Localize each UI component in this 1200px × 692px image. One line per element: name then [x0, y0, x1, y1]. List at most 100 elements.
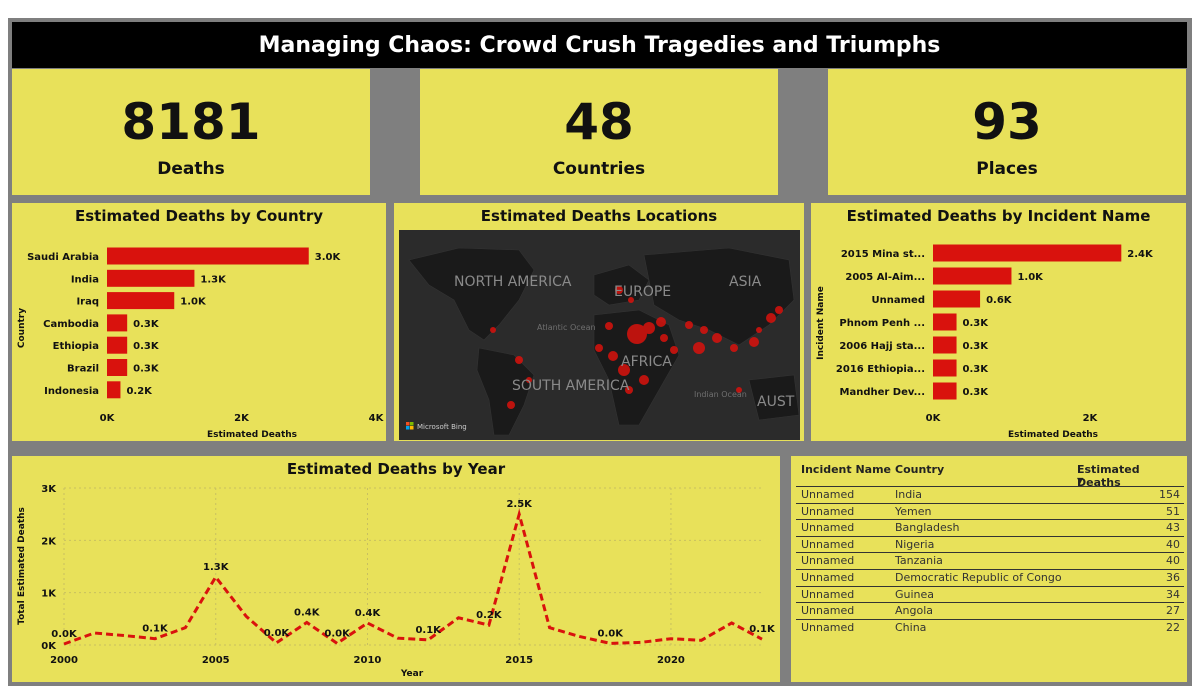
bar [933, 290, 981, 308]
kpi-label: Countries [552, 159, 646, 179]
map-label: Atlantic Ocean [537, 323, 596, 332]
map-location-dot[interactable] [615, 286, 623, 294]
bar-category-label: Saudi Arabia [27, 252, 99, 263]
bar [107, 359, 128, 376]
bar-data-label: 0.3K [133, 341, 160, 352]
table-row[interactable]: Unnamed Guinea 34 [796, 585, 1184, 602]
cell-deaths: 154 [1159, 488, 1180, 501]
map-location-dot[interactable] [490, 327, 496, 333]
map-location-dot[interactable] [775, 306, 783, 314]
map-location-dot[interactable] [526, 377, 532, 383]
map-location-dot[interactable] [660, 334, 668, 342]
bar [933, 244, 1122, 262]
kpi-value: 48 [564, 93, 634, 151]
point-label: 0.0K [324, 628, 351, 639]
map-location-dot[interactable] [736, 387, 742, 393]
map-location-dot[interactable] [627, 324, 647, 344]
map-location-dot[interactable] [700, 326, 708, 334]
cell-country: Tanzania [895, 554, 943, 568]
map-label: NORTH AMERICA [454, 274, 572, 290]
year-line-chart-panel[interactable]: Estimated Deaths by Year 0K 1K 2K 3K 2000 200… [12, 456, 780, 682]
country-bar-chart-panel[interactable]: Estimated Deaths by Country Saudi Arabia… [12, 203, 386, 441]
map-location-dot[interactable] [618, 364, 630, 376]
map-label: AFRICA [621, 354, 672, 370]
table-row[interactable]: Unnamed Democratic Republic of Congo 36 [796, 569, 1184, 585]
bar-category-label: 2006 Hajj sta... [839, 341, 925, 352]
table-row[interactable]: Unnamed Bangladesh 43 [796, 519, 1184, 535]
kpi-value: 8181 [121, 93, 261, 151]
cell-country: Guinea [895, 587, 935, 601]
world-map: NORTH AMERICA EUROPE ASIA AFRICA SOUTH A… [406, 247, 800, 436]
table-row[interactable]: Unnamed China 22 [796, 618, 1184, 635]
x-tick-label: 2005 [202, 655, 230, 666]
map-attribution: Microsoft Bing [417, 423, 467, 431]
bar-category-label: 2005 Al-Aim... [845, 272, 925, 283]
kpi-card-places[interactable]: 93 Places [828, 69, 1186, 195]
incident-bar-chart: 2015 Mina st... 2.4K 2005 Al-Aim... 1.0K Unn… [816, 244, 1154, 440]
table-row[interactable]: Unnamed Nigeria 40 [796, 535, 1184, 552]
bar [933, 336, 957, 354]
bar [933, 267, 1012, 285]
y-tick-label: 1K [41, 589, 57, 600]
x-tick-label: 2020 [657, 655, 685, 666]
cell-deaths: 51 [1166, 504, 1180, 518]
bar-category-label: Brazil [67, 364, 99, 375]
table-header-deaths[interactable]: Estimated Deaths [1077, 463, 1140, 489]
bar-category-label: Indonesia [44, 386, 99, 397]
y-axis-label: Country [17, 308, 27, 348]
point-label: 0.4K [294, 607, 321, 618]
map-location-dot[interactable] [515, 356, 523, 364]
table-row[interactable]: Unnamed Yemen 51 [796, 502, 1184, 519]
incident-bar-chart-panel[interactable]: Estimated Deaths by Incident Name 2015 M… [811, 203, 1186, 441]
chart-title: Estimated Deaths by Incident Name [846, 207, 1151, 225]
map-label: AUST [757, 394, 795, 410]
x-axis-label: Estimated Deaths [1008, 430, 1098, 440]
map-label: Indian Ocean [694, 390, 747, 399]
map-panel[interactable]: Estimated Deaths Locations NORTH AMERICA… [394, 203, 804, 441]
bar-category-label: Unnamed [872, 295, 925, 306]
country-bar-chart: Saudi Arabia 3.0K India 1.3K Iraq 1.0K Cambodi… [17, 247, 385, 440]
table-row[interactable]: Unnamed Tanzania 40 [796, 552, 1184, 568]
deaths-map[interactable]: NORTH AMERICA EUROPE ASIA AFRICA SOUTH A… [399, 230, 800, 440]
table-row[interactable]: Unnamed India 154 [796, 486, 1184, 502]
table-row[interactable]: Unnamed Angola 27 [796, 602, 1184, 618]
map-location-dot[interactable] [670, 346, 678, 354]
sort-descending-icon[interactable]: ▼ [1077, 476, 1084, 485]
kpi-label: Places [976, 159, 1038, 179]
map-location-dot[interactable] [712, 333, 722, 343]
x-tick-label: 2K [1083, 413, 1099, 424]
map-location-dot[interactable] [656, 317, 666, 327]
map-location-dot[interactable] [766, 313, 776, 323]
map-location-dot[interactable] [639, 375, 649, 385]
y-tick-label: 3K [41, 484, 57, 495]
point-label: 0.1K [749, 624, 776, 635]
bar-data-label: 1.0K [180, 297, 207, 308]
map-location-dot[interactable] [595, 344, 603, 352]
kpi-value: 93 [972, 93, 1042, 151]
table-header-country[interactable]: Country [895, 463, 945, 476]
map-location-dot[interactable] [507, 401, 515, 409]
map-location-dot[interactable] [730, 344, 738, 352]
map-location-dot[interactable] [749, 337, 759, 347]
map-location-dot[interactable] [625, 386, 633, 394]
kpi-card-deaths[interactable]: 8181 Deaths [12, 69, 370, 195]
cell-deaths: 40 [1166, 554, 1180, 568]
table-header-incident[interactable]: Incident Name [801, 463, 892, 476]
map-location-dot[interactable] [608, 351, 618, 361]
y-tick-label: 2K [41, 536, 57, 547]
cell-country: Angola [895, 604, 934, 618]
kpi-card-countries[interactable]: 48 Countries [420, 69, 778, 195]
map-location-dot[interactable] [628, 297, 634, 303]
map-location-dot[interactable] [685, 321, 693, 329]
point-label: 2.5K [506, 499, 533, 510]
bing-logo: Microsoft Bing [406, 422, 467, 431]
cell-country: China [895, 620, 927, 634]
point-label: 1.3K [203, 562, 230, 573]
bar-data-label: 1.0K [1017, 272, 1044, 283]
map-location-dot[interactable] [605, 322, 613, 330]
map-location-dot[interactable] [693, 342, 705, 354]
cell-country: India [895, 488, 922, 501]
point-label: 0.0K [264, 628, 291, 639]
map-location-dot[interactable] [643, 322, 655, 334]
map-location-dot[interactable] [756, 327, 762, 333]
